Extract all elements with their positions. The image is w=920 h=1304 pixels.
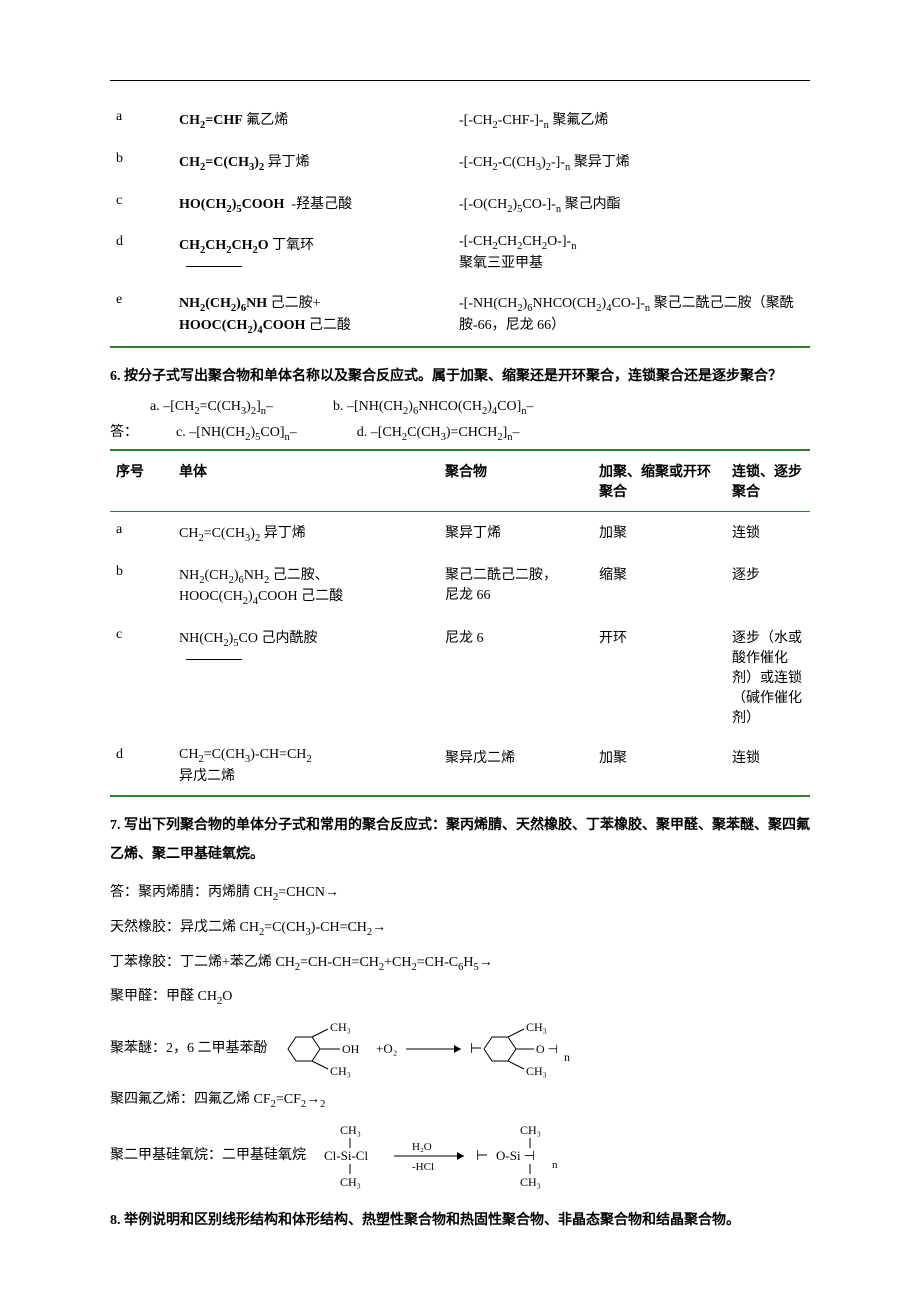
- svg-text:⊢: ⊢: [476, 1149, 488, 1164]
- row-monomer: CH2CH2CH2O 丁氧环: [173, 224, 453, 282]
- row-polymer: 聚己二酰己二胺，尼龙 66: [439, 554, 593, 618]
- q6-opt-a: a. –[CH2=C(CH3)2]n–: [150, 399, 273, 417]
- svg-text:n: n: [564, 1050, 570, 1064]
- row-monomer: NH2(CH2)6NH2 己二胺、HOOC(CH2)4COOH 己二酸: [173, 554, 439, 618]
- table-row: aCH2=C(CH3)2 异丁烯聚异丁烯加聚连锁: [110, 512, 810, 554]
- svg-text:⊢: ⊢: [470, 1042, 482, 1057]
- row-polymer: -[-CH2-C(CH3)2-]-n 聚异丁烯: [453, 141, 810, 183]
- svg-text:CH₃: CH₃: [340, 1123, 361, 1137]
- table-row: cNH(CH2)5CO 己内酰胺 尼龙 6开环逐步（水或酸作催化剂）或连锁（碱作…: [110, 617, 810, 737]
- row-id: b: [110, 141, 173, 183]
- table-monomer-polymer: aCH2=CHF 氟乙烯-[-CH2-CHF-]-n 聚氟乙烯bCH2=C(CH…: [110, 99, 810, 346]
- svg-text:n: n: [552, 1159, 558, 1171]
- svg-text:+O₂: +O₂: [376, 1041, 397, 1056]
- q7-l7-row: 聚二甲基硅氧烷：二甲基硅氧烷 CH₃ Cl-Si-Cl CH₃ H₂O -HCl…: [110, 1120, 810, 1192]
- row-type1: 缩聚: [593, 554, 726, 618]
- q6-opt-b: b. –[NH(CH2)6NHCO(CH2)4CO]n–: [333, 399, 534, 417]
- row-monomer: CH2=C(CH3)2 异丁烯: [173, 141, 453, 183]
- row-id: e: [110, 282, 173, 346]
- row-id: d: [110, 737, 173, 795]
- q6-opt-d: d. –[CH2C(CH3)=CHCH2]n–: [357, 425, 520, 443]
- phenol-diagram: CH₃ OH CH₃ +O₂ ⊢ CH₃ O ⊣ CH₃ n: [276, 1017, 596, 1081]
- q6-title: 6. 按分子式写出聚合物和单体名称以及聚合反应式。属于加聚、缩聚还是开环聚合，连…: [110, 362, 810, 391]
- row-id: a: [110, 512, 173, 554]
- svg-text:H₂O: H₂O: [412, 1141, 432, 1153]
- row-monomer: NH2(CH2)6NH 己二胺+HOOC(CH2)4COOH 己二酸: [173, 282, 453, 346]
- svg-text:CH₃: CH₃: [330, 1064, 351, 1078]
- row-monomer: CH2=CHF 氟乙烯: [173, 99, 453, 141]
- row-polymer: 聚异丁烯: [439, 512, 593, 554]
- siloxane-diagram: CH₃ Cl-Si-Cl CH₃ H₂O -HCl ⊢ CH₃ O-Si ⊣ C…: [314, 1120, 614, 1192]
- q6-h2: 单体: [173, 451, 439, 511]
- row-polymer: -[-CH2CH2CH2O-]-n聚氧三亚甲基: [453, 224, 810, 282]
- svg-text:CH₃: CH₃: [340, 1175, 361, 1189]
- row-type2: 连锁: [726, 512, 810, 554]
- q6-answer-label: 答：: [110, 421, 138, 441]
- svg-text:CH₃: CH₃: [520, 1175, 541, 1189]
- table-row: eNH2(CH2)6NH 己二胺+HOOC(CH2)4COOH 己二酸-[-NH…: [110, 282, 810, 346]
- row-id: c: [110, 617, 173, 737]
- table-row: dCH2=C(CH3)-CH=CH2异戊二烯聚异戊二烯加聚连锁: [110, 737, 810, 795]
- row-type1: 加聚: [593, 512, 726, 554]
- row-polymer: -[-NH(CH2)6NHCO(CH2)4CO-]-n 聚己二酰己二胺（聚酰胺-…: [453, 282, 810, 346]
- q6-h3: 聚合物: [439, 451, 593, 511]
- row-id: c: [110, 183, 173, 225]
- q7-l1: 答：聚丙烯腈：丙烯腈 CH2=CHCN→: [110, 878, 810, 909]
- top-divider: [110, 80, 810, 81]
- svg-text:O-Si ⊣: O-Si ⊣: [496, 1148, 535, 1163]
- q7-l6: 聚四氟乙烯：四氟乙烯 CF2=CF2→2: [110, 1085, 810, 1116]
- table1-bottom-rule: [110, 346, 810, 348]
- q7-l2: 天然橡胶：异戊二烯 CH2=C(CH3)-CH=CH2→: [110, 913, 810, 944]
- row-type2: 连锁: [726, 737, 810, 795]
- table-row: bNH2(CH2)6NH2 己二胺、HOOC(CH2)4COOH 己二酸聚己二酰…: [110, 554, 810, 618]
- table-row: bCH2=C(CH3)2 异丁烯-[-CH2-C(CH3)2-]-n 聚异丁烯: [110, 141, 810, 183]
- row-polymer: -[-O(CH2)5CO-]-n 聚己内酯: [453, 183, 810, 225]
- q6-opt-c: c. –[NH(CH2)5CO]n–: [176, 425, 297, 443]
- svg-text:CH₃: CH₃: [520, 1123, 541, 1137]
- q6-table: 序号 单体 聚合物 加聚、缩聚或开环聚合 连锁、逐步聚合: [110, 451, 810, 511]
- svg-text:CH₃: CH₃: [330, 1020, 351, 1034]
- q6-h4: 加聚、缩聚或开环聚合: [593, 451, 726, 511]
- svg-text:OH: OH: [342, 1042, 360, 1056]
- row-type2: 逐步（水或酸作催化剂）或连锁（碱作催化剂）: [726, 617, 810, 737]
- q6-options-row1: a. –[CH2=C(CH3)2]n– b. –[NH(CH2)6NHCO(CH…: [110, 399, 810, 417]
- q6-table-body: aCH2=C(CH3)2 异丁烯聚异丁烯加聚连锁bNH2(CH2)6NH2 己二…: [110, 512, 810, 795]
- q7-l5-row: 聚苯醚：2，6 二甲基苯酚 CH₃ OH CH₃ +O₂ ⊢: [110, 1017, 810, 1081]
- row-monomer: HO(CH2)5COOH -羟基己酸: [173, 183, 453, 225]
- svg-text:CH₃: CH₃: [526, 1020, 547, 1034]
- svg-text:O ⊣: O ⊣: [536, 1042, 558, 1056]
- svg-text:Cl-Si-Cl: Cl-Si-Cl: [324, 1148, 368, 1163]
- q6-header-row: 序号 单体 聚合物 加聚、缩聚或开环聚合 连锁、逐步聚合: [110, 451, 810, 511]
- table-row: cHO(CH2)5COOH -羟基己酸-[-O(CH2)5CO-]-n 聚己内酯: [110, 183, 810, 225]
- row-monomer: CH2=C(CH3)-CH=CH2异戊二烯: [173, 737, 439, 795]
- table-row: dCH2CH2CH2O 丁氧环 -[-CH2CH2CH2O-]-n聚氧三亚甲基: [110, 224, 810, 282]
- q7-l3: 丁苯橡胶：丁二烯+苯乙烯 CH2=CH-CH=CH2+CH2=CH-C6H5→: [110, 948, 810, 979]
- q8-title: 8. 举例说明和区别线形结构和体形结构、热塑性聚合物和热固性聚合物、非晶态聚合物…: [110, 1206, 810, 1235]
- row-polymer: -[-CH2-CHF-]-n 聚氟乙烯: [453, 99, 810, 141]
- row-monomer: CH2=C(CH3)2 异丁烯: [173, 512, 439, 554]
- row-type1: 加聚: [593, 737, 726, 795]
- q7-l5-text: 聚苯醚：2，6 二甲基苯酚: [110, 1034, 268, 1065]
- row-type1: 开环: [593, 617, 726, 737]
- q6-h5: 连锁、逐步聚合: [726, 451, 810, 511]
- table-row: aCH2=CHF 氟乙烯-[-CH2-CHF-]-n 聚氟乙烯: [110, 99, 810, 141]
- row-polymer: 尼龙 6: [439, 617, 593, 737]
- q6-table-bottom-rule: [110, 795, 810, 797]
- row-id: a: [110, 99, 173, 141]
- svg-text:-HCl: -HCl: [412, 1161, 434, 1173]
- row-id: d: [110, 224, 173, 282]
- q7-title: 7. 写出下列聚合物的单体分子式和常用的聚合反应式：聚丙烯腈、天然橡胶、丁苯橡胶…: [110, 811, 810, 870]
- row-polymer: 聚异戊二烯: [439, 737, 593, 795]
- q7-l4: 聚甲醛：甲醛 CH2O: [110, 982, 810, 1013]
- row-id: b: [110, 554, 173, 618]
- row-monomer: NH(CH2)5CO 己内酰胺: [173, 617, 439, 737]
- q6-h1: 序号: [110, 451, 173, 511]
- q7-l7-text: 聚二甲基硅氧烷：二甲基硅氧烷: [110, 1141, 306, 1172]
- row-type2: 逐步: [726, 554, 810, 618]
- svg-text:CH₃: CH₃: [526, 1064, 547, 1078]
